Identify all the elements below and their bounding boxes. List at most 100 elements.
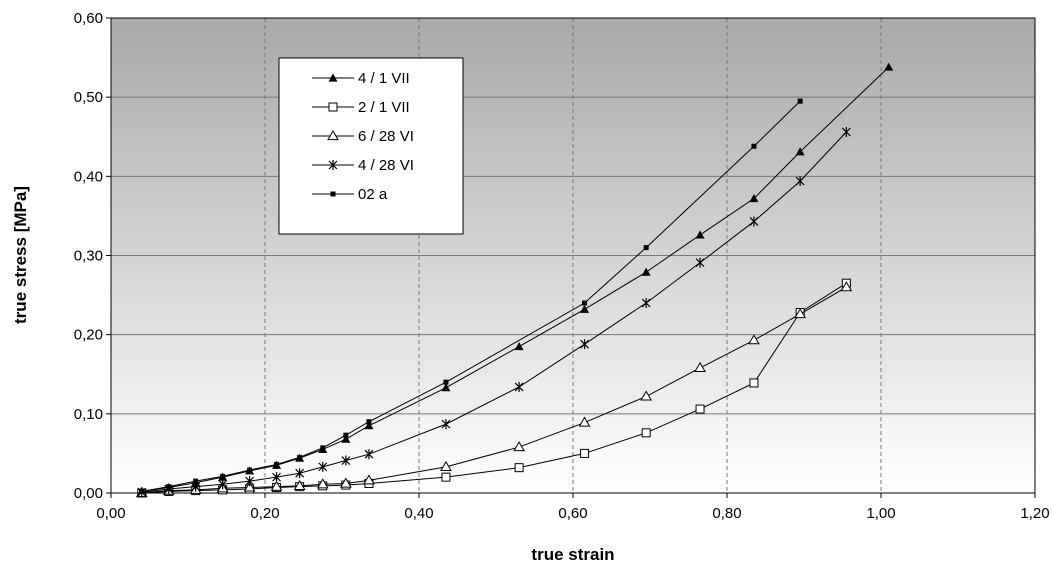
data-point: [441, 472, 451, 482]
legend-item: 2 / 1 VII: [312, 99, 410, 116]
legend-label: 2 / 1 VII: [358, 99, 410, 116]
legend-marker: [328, 73, 338, 82]
y-tick-label: 0,20: [74, 327, 103, 344]
legend-marker: [328, 160, 338, 170]
data-point: [749, 216, 759, 227]
data-point: [841, 127, 851, 137]
data-point: [193, 478, 199, 484]
data-point: [695, 257, 705, 268]
y-tick-label: 0,40: [74, 168, 103, 185]
data-point: [641, 298, 651, 308]
data-point: [749, 378, 759, 388]
data-point: [341, 434, 351, 443]
data-point: [293, 479, 306, 490]
legend-box: [278, 57, 464, 235]
x-tick-label: 1,00: [866, 505, 895, 522]
legend-item: 02 a: [312, 186, 388, 203]
y-tick-label: 0,50: [74, 89, 103, 106]
data-point: [320, 445, 326, 451]
data-point: [580, 448, 590, 458]
data-point: [364, 421, 374, 430]
data-point: [578, 416, 591, 427]
y-axis-title: true stress [MPa]: [11, 186, 30, 324]
data-point: [794, 308, 807, 319]
data-point: [884, 62, 894, 71]
data-point: [749, 194, 759, 203]
data-point: [840, 281, 853, 292]
series-line: [141, 131, 847, 493]
legend-label: 6 / 28 VI: [358, 128, 414, 145]
data-point: [748, 334, 760, 345]
legend-item: 6 / 28 VI: [312, 128, 414, 145]
data-point: [297, 454, 303, 460]
data-point: [274, 462, 280, 467]
legend-label: 4 / 28 VI: [358, 157, 414, 174]
data-point: [339, 477, 352, 488]
data-point: [641, 267, 651, 276]
grid: [111, 18, 1035, 493]
data-point: [514, 463, 524, 473]
data-point: [366, 419, 372, 425]
data-point: [220, 473, 226, 479]
legend-marker: [328, 102, 338, 112]
data-point: [514, 381, 524, 392]
data-point: [580, 339, 589, 350]
data-point: [580, 304, 590, 313]
data-point: [640, 390, 653, 401]
data-point: [243, 481, 256, 492]
legend: 4 / 1 VII 2 / 1 VII 6 / 28 VI 4 / 28 VI 02 a: [278, 57, 464, 235]
x-axis-title: true strain: [531, 545, 614, 564]
legend-item: 4 / 28 VI: [312, 157, 414, 174]
y-tick-label: 0,10: [74, 406, 103, 423]
data-point: [272, 472, 281, 483]
data-point: [316, 478, 329, 489]
data-point: [513, 441, 525, 452]
data-point: [751, 143, 757, 149]
legend-marker: [327, 130, 339, 141]
x-tick-label: 0,00: [96, 505, 125, 522]
y-tick-label: 0,00: [74, 485, 103, 502]
data-point: [343, 432, 349, 438]
data-point: [363, 474, 375, 485]
series-line: [141, 66, 890, 492]
data-point: [166, 484, 172, 490]
data-point: [795, 176, 805, 187]
series-5: [139, 98, 803, 494]
y-tick-label: 0,60: [74, 10, 103, 27]
data-point: [582, 300, 588, 306]
data-point: [797, 98, 803, 104]
x-tick-label: 0,40: [404, 505, 433, 522]
data-point: [695, 230, 705, 239]
data-point: [443, 379, 449, 385]
y-axis-ticks: 0,00 0,10 0,20 0,30 0,40 0,50 0,60: [74, 10, 111, 502]
data-point: [641, 428, 651, 438]
x-tick-label: 0,20: [250, 505, 279, 522]
data-point: [441, 419, 451, 430]
data-point: [139, 488, 145, 494]
data-point: [245, 476, 255, 487]
legend-item: 4 / 1 VII: [312, 70, 410, 87]
data-point: [643, 245, 649, 251]
data-point: [247, 467, 253, 473]
data-point: [440, 460, 452, 471]
data-point: [695, 404, 705, 414]
x-tick-label: 1,20: [1020, 505, 1049, 522]
x-tick-label: 0,60: [558, 505, 587, 522]
legend-label: 02 a: [358, 186, 388, 203]
x-axis-ticks: 0,00 0,20 0,40 0,60 0,80 1,00 1,20: [96, 493, 1050, 522]
legend-label: 4 / 1 VII: [358, 70, 410, 87]
data-point: [441, 383, 451, 392]
data-point: [694, 361, 706, 373]
series-group: [135, 62, 894, 498]
data-point: [364, 449, 374, 460]
data-point: [295, 468, 305, 479]
data-point: [514, 342, 524, 351]
data-point: [270, 480, 283, 491]
x-tick-label: 0,80: [712, 505, 741, 522]
series-line: [141, 286, 847, 494]
data-point: [341, 455, 351, 466]
legend-marker: [330, 191, 336, 197]
data-point: [795, 147, 805, 156]
y-tick-label: 0,30: [74, 248, 103, 265]
